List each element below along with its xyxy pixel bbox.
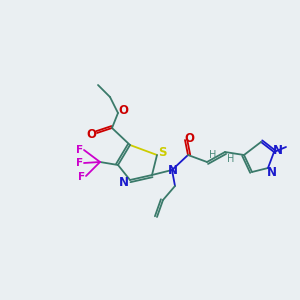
Text: N: N [273,143,283,157]
Text: H: H [209,150,217,160]
Text: F: F [76,145,84,155]
Text: N: N [267,167,277,179]
Text: F: F [78,172,85,182]
Text: O: O [184,133,194,146]
Text: S: S [158,146,166,158]
Text: O: O [118,104,128,118]
Text: H: H [227,154,235,164]
Text: F: F [76,158,84,168]
Text: N: N [119,176,129,188]
Text: N: N [168,164,178,176]
Text: O: O [86,128,96,140]
